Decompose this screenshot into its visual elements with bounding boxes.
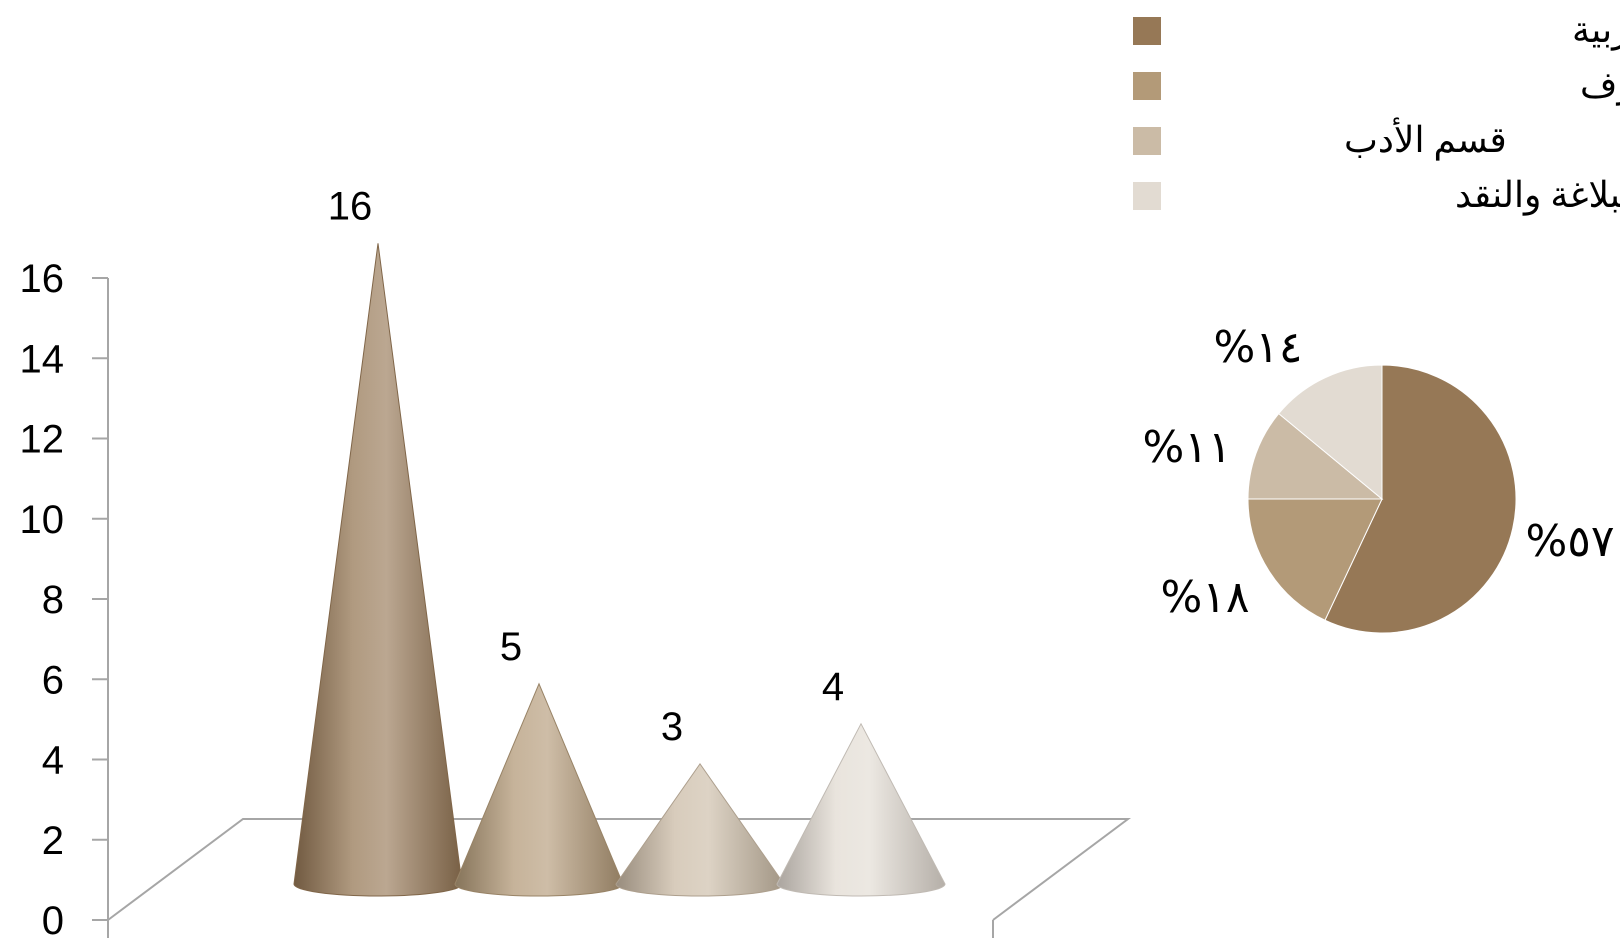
y-tick-label: 8 <box>42 578 64 622</box>
pie-slice-2 <box>1247 498 1383 621</box>
cone-body <box>776 722 946 897</box>
data-label: 16 <box>328 184 373 228</box>
cone-body <box>615 762 785 897</box>
legend-swatch-postgrad <box>1133 17 1161 45</box>
data-label: 4 <box>822 665 844 709</box>
legend-item-literature: قسم الأدب <box>1133 117 1507 161</box>
legend-label-literature: قسم الأدب <box>1344 117 1507 161</box>
cone-series: 16 5 3 4 <box>293 184 946 897</box>
legend-item-postgrad: قسم الدراسات العليا العربية <box>1133 10 1620 51</box>
y-tick-label: 10 <box>20 498 65 542</box>
cone-3 <box>615 762 785 897</box>
y-tick-label: 0 <box>42 899 64 938</box>
data-label: 3 <box>661 705 683 749</box>
legend-swatch-grammar <box>1133 72 1161 100</box>
legend-item-rhetoric: قسم البلاغة والنقد <box>1133 175 1620 216</box>
floor-outline <box>107 818 1132 921</box>
pie-labels: %١٤ %١١ %٥٧ %١٨ <box>1142 322 1614 623</box>
y-tick-label: 2 <box>42 819 64 863</box>
legend-label-postgrad: قسم الدراسات العليا العربية <box>1572 10 1620 51</box>
cone-4 <box>776 722 946 897</box>
legend-label-grammar: قسم اللغة والنحو والصرف <box>1580 65 1620 106</box>
legend-label-rhetoric: قسم البلاغة والنقد <box>1455 175 1620 216</box>
pie-label-rhetoric: %١٤ <box>1213 322 1302 373</box>
legend-item-grammar: قسم اللغة والنحو والصرف <box>1133 65 1620 106</box>
pie-label-postgrad: %٥٧ <box>1525 516 1614 567</box>
data-label: 5 <box>500 625 522 669</box>
y-ticks: 0 2 4 6 8 10 12 14 16 <box>20 257 108 943</box>
y-tick-label: 4 <box>42 739 64 783</box>
y-tick-label: 14 <box>20 337 65 381</box>
cone-1 <box>293 243 463 897</box>
legend: قسم الدراسات العليا العربية قسم اللغة وا… <box>1133 10 1620 216</box>
pie-chart <box>1247 364 1517 634</box>
y-axis: 0 2 4 6 8 10 12 14 16 <box>20 257 994 943</box>
pie-label-grammar: %١٨ <box>1160 572 1249 623</box>
pie-slice-4 <box>1278 364 1383 501</box>
legend-swatch-rhetoric <box>1133 182 1161 210</box>
y-tick-label: 6 <box>42 658 64 702</box>
pie-slice-3 <box>1247 412 1384 500</box>
chart-floor <box>107 818 1132 921</box>
pie-label-literature: %١١ <box>1142 422 1231 473</box>
cone-body <box>454 682 624 897</box>
cone-2 <box>454 682 624 897</box>
cone-body <box>293 243 463 897</box>
y-tick-label: 12 <box>20 418 65 462</box>
legend-swatch-literature <box>1133 127 1161 155</box>
y-tick-label: 16 <box>20 257 65 301</box>
pie-slice-1 <box>1324 364 1517 634</box>
